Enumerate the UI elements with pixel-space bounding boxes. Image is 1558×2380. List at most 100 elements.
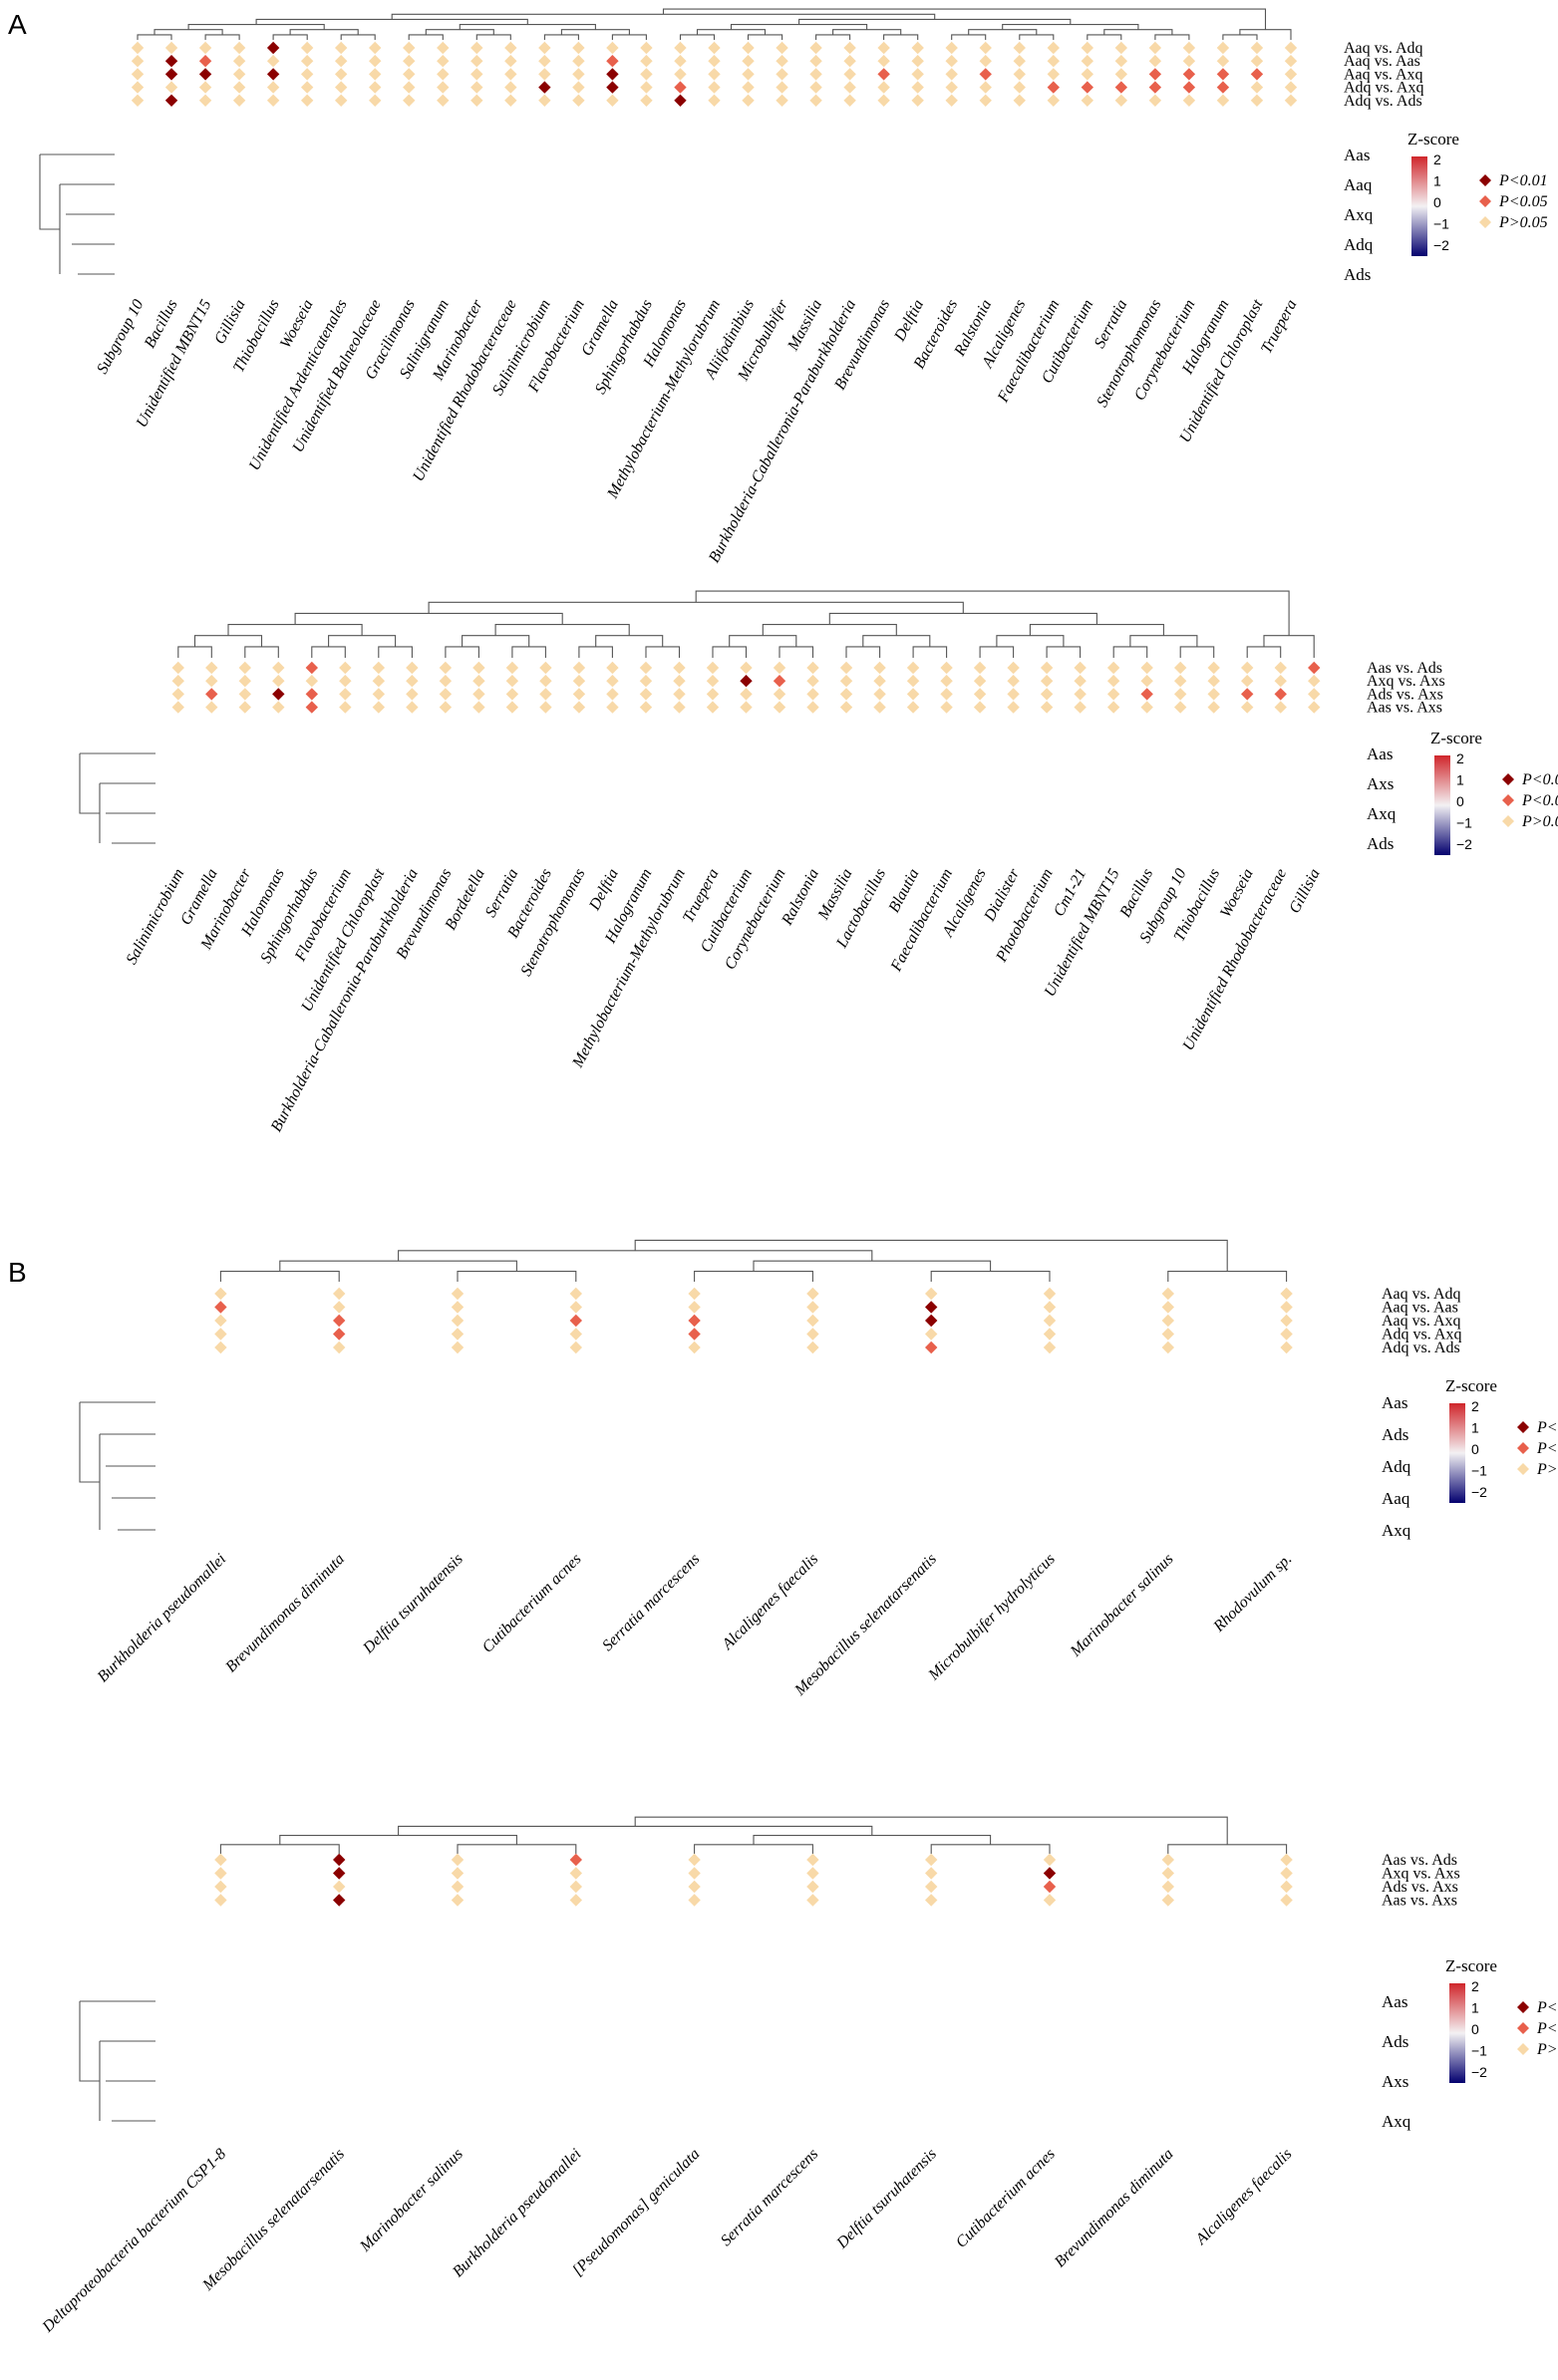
legend-title: Z-score — [1445, 1376, 1497, 1395]
significance-marker — [272, 688, 285, 701]
significance-marker — [205, 661, 218, 675]
significance-marker — [1284, 81, 1298, 94]
column-label: Gillisia — [211, 297, 249, 347]
significance-marker — [451, 1314, 465, 1328]
legend-colorbar — [1449, 1403, 1465, 1503]
significance-marker — [1173, 688, 1187, 701]
significance-marker — [809, 55, 822, 68]
significance-marker — [776, 94, 788, 107]
significance-marker — [164, 81, 178, 94]
significance-marker — [569, 1314, 582, 1328]
significance-marker — [1114, 81, 1128, 94]
significance-marker — [1043, 1867, 1057, 1880]
significance-marker — [569, 1301, 582, 1314]
column-label: Alcaligenes faecalis — [719, 1551, 822, 1654]
significance-marker — [979, 94, 992, 107]
comparison-label: Adq vs. Axq — [1344, 80, 1423, 97]
significance-marker — [708, 55, 721, 68]
significance-marker — [437, 41, 450, 55]
significance-marker — [1047, 94, 1060, 107]
column-dendrogram — [137, 8, 1292, 40]
significance-marker — [742, 81, 755, 94]
significance-marker — [1173, 661, 1187, 675]
significance-marker — [673, 661, 686, 675]
significance-marker — [451, 1880, 465, 1894]
significance-marker — [1250, 94, 1264, 107]
significance-marker — [238, 688, 251, 701]
significance-marker — [372, 701, 386, 714]
significance-marker — [538, 55, 551, 68]
column-label: Mesobacillus selenatarsenatis — [199, 2146, 348, 2294]
row-label: Adq — [1344, 235, 1374, 254]
significance-marker — [232, 55, 246, 68]
significance-marker — [572, 55, 585, 68]
legend-marker — [1502, 773, 1514, 785]
significance-marker — [1308, 675, 1321, 688]
significance-marker — [1043, 1880, 1057, 1894]
significance-marker — [569, 1328, 582, 1340]
significance-marker — [809, 94, 822, 107]
significance-marker — [1081, 94, 1094, 107]
comparison-label: Adq vs. Axq — [1382, 1327, 1461, 1343]
significance-marker — [673, 701, 686, 714]
significance-marker — [806, 1287, 819, 1301]
significance-marker — [776, 55, 788, 68]
significance-marker — [1161, 1314, 1174, 1328]
significance-marker — [776, 68, 788, 81]
significance-marker — [925, 1287, 938, 1301]
significance-marker — [806, 1328, 819, 1340]
significance-marker — [1274, 661, 1287, 675]
significance-marker — [1013, 55, 1026, 68]
significance-marker — [843, 55, 856, 68]
significance-marker — [877, 81, 890, 94]
significance-marker — [1161, 1287, 1174, 1301]
significance-marker — [403, 68, 416, 81]
comparison-label: Aas vs. Ads — [1367, 660, 1442, 677]
significance-marker — [164, 41, 178, 55]
significance-marker — [1280, 1894, 1293, 1907]
significance-marker — [572, 701, 586, 714]
significance-marker — [843, 81, 856, 94]
significance-marker — [569, 1853, 582, 1867]
legend-colorbar — [1411, 156, 1427, 256]
significance-marker — [708, 41, 721, 55]
legend-tick: −1 — [1456, 815, 1472, 831]
significance-marker — [472, 675, 485, 688]
legend-marker — [1502, 815, 1514, 827]
significance-marker — [214, 1853, 227, 1867]
significance-marker — [1106, 701, 1120, 714]
significance-marker — [504, 68, 517, 81]
significance-marker — [674, 94, 687, 107]
significance-marker — [1007, 701, 1020, 714]
significance-marker — [1114, 68, 1128, 81]
significance-marker — [470, 68, 483, 81]
legend-p-label: P>0.05 — [1521, 813, 1558, 830]
legend-p-label: P<0.05 — [1536, 2020, 1558, 2037]
significance-marker — [131, 94, 145, 107]
legend-p-label: P<0.01 — [1521, 771, 1558, 788]
significance-marker — [911, 94, 924, 107]
significance-marker — [973, 701, 987, 714]
significance-marker — [925, 1880, 938, 1894]
comparison-label: Axq vs. Axs — [1367, 673, 1445, 690]
significance-marker — [806, 1894, 819, 1907]
significance-marker — [1250, 68, 1264, 81]
significance-marker — [1274, 688, 1287, 701]
significance-marker — [1161, 1853, 1174, 1867]
significance-marker — [1161, 1867, 1174, 1880]
significance-marker — [839, 701, 853, 714]
significance-marker — [1148, 94, 1162, 107]
significance-marker — [451, 1853, 465, 1867]
significance-marker — [1106, 661, 1120, 675]
significance-marker — [639, 675, 653, 688]
significance-marker — [742, 41, 755, 55]
significance-marker — [688, 1314, 701, 1328]
significance-marker — [1280, 1853, 1293, 1867]
significance-marker — [706, 661, 720, 675]
significance-marker — [1207, 675, 1220, 688]
legend-p-label: P<0.05 — [1521, 792, 1558, 809]
significance-marker — [1308, 688, 1321, 701]
significance-marker — [925, 1894, 938, 1907]
